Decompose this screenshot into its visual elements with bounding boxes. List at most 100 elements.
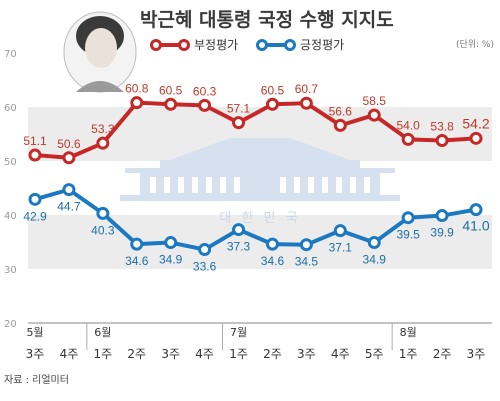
month-label: 8월 <box>400 326 417 339</box>
avatar <box>63 11 137 93</box>
x-tick-label: 3주 <box>26 347 45 361</box>
source-note: 자료 : 리얼미터 <box>4 374 69 386</box>
data-label-positive: 34.9 <box>363 253 387 267</box>
y-tick-label: 30 <box>4 265 17 276</box>
data-labels: 51.1 50.6 53.3 60.8 60.5 60.3 57.1 60.5 60.7 56.6… <box>23 82 490 274</box>
watermark-text: 대 한 민 국 <box>219 211 300 226</box>
data-point-negative <box>333 118 347 132</box>
y-tick-label: 50 <box>4 157 17 168</box>
data-point-negative <box>28 148 42 162</box>
y-tick-label: 20 <box>4 319 17 330</box>
data-point-positive <box>435 209 449 223</box>
legend: 부정평가 긍정평가 <box>150 38 344 52</box>
data-point-negative <box>96 136 110 150</box>
data-label-negative: 57.1 <box>227 102 251 116</box>
data-label-negative: 60.3 <box>193 84 217 98</box>
unit-note: (단위: %) <box>456 39 494 50</box>
data-point-positive <box>333 224 347 238</box>
data-label-negative: 54.0 <box>396 118 420 132</box>
x-tick-label: 2주 <box>433 347 452 361</box>
x-tick-label: 1주 <box>399 347 418 361</box>
series-negative <box>28 96 483 165</box>
x-tick-label: 4주 <box>195 347 214 361</box>
data-label-negative: 58.5 <box>363 94 387 108</box>
background-bands <box>28 107 492 269</box>
data-point-positive <box>96 206 110 220</box>
data-point-negative <box>62 151 76 165</box>
series-line-negative <box>34 100 477 160</box>
data-point-negative <box>198 98 212 112</box>
data-label-positive: 34.6 <box>261 254 285 268</box>
data-point-positive <box>299 238 313 252</box>
data-label-negative: 53.3 <box>91 122 115 136</box>
data-point-positive <box>367 236 381 250</box>
data-label-positive: 42.9 <box>23 209 47 223</box>
data-point-negative <box>401 132 415 146</box>
x-axis: 3주 4주 1주 2주 3주 4주 1주 2주 3주 4주 5주 1주 2주 3주 5월 6월 7월 8월 <box>26 323 486 361</box>
data-label-negative: 53.8 <box>430 119 454 133</box>
data-label-negative: 60.5 <box>261 83 285 97</box>
y-tick-label: 60 <box>4 103 17 114</box>
data-label-positive: 34.9 <box>159 253 183 267</box>
data-point-positive <box>232 223 246 237</box>
legend-label-positive: 긍정평가 <box>300 38 344 52</box>
data-point-negative <box>435 133 449 147</box>
data-point-positive <box>401 211 415 225</box>
data-point-positive <box>265 237 279 251</box>
data-label-positive: 34.5 <box>295 255 319 269</box>
x-tick-label: 3주 <box>161 347 180 361</box>
x-tick-label: 5주 <box>365 347 384 361</box>
data-label-positive: 33.6 <box>193 260 217 274</box>
data-label-negative: 60.8 <box>125 82 149 96</box>
data-point-negative <box>367 108 381 122</box>
data-label-positive: 34.6 <box>125 254 149 268</box>
data-label-negative: 51.1 <box>23 134 47 148</box>
watermark-building: 대 한 민 국 <box>120 138 400 226</box>
data-label-positive: 41.0 <box>462 218 489 234</box>
data-point-positive <box>198 243 212 257</box>
y-axis: 20 30 40 50 60 70 <box>4 49 17 330</box>
x-tick-label: 4주 <box>331 347 350 361</box>
legend-marker-positive <box>256 39 268 51</box>
data-label-negative: 54.2 <box>462 115 489 131</box>
data-label-negative: 56.6 <box>329 104 353 118</box>
data-label-positive: 37.3 <box>227 240 251 254</box>
series-positive <box>28 183 483 257</box>
data-label-positive: 40.3 <box>91 223 115 237</box>
data-label-negative: 50.6 <box>57 137 81 151</box>
data-label-positive: 39.9 <box>430 226 454 240</box>
data-point-positive <box>62 183 76 197</box>
chart-title: 박근혜 대통령 국정 수행 지지도 <box>140 9 394 31</box>
data-point-negative <box>232 116 246 130</box>
y-tick-label: 40 <box>4 211 17 222</box>
data-label-negative: 60.5 <box>159 83 183 97</box>
data-label-negative: 60.7 <box>295 82 319 96</box>
band-30 <box>28 215 492 269</box>
month-label: 5월 <box>26 326 43 339</box>
x-tick-label: 4주 <box>60 347 79 361</box>
x-tick-label: 3주 <box>297 347 316 361</box>
data-point-negative <box>469 131 483 145</box>
legend-marker-negative <box>150 39 162 51</box>
data-label-positive: 39.5 <box>396 228 420 242</box>
data-point-positive <box>28 192 42 206</box>
x-tick-label: 2주 <box>263 347 282 361</box>
series-line-positive <box>34 187 477 252</box>
data-point-negative <box>130 96 144 110</box>
month-label: 6월 <box>94 326 111 339</box>
data-label-positive: 44.7 <box>57 200 81 214</box>
data-label-positive: 37.1 <box>329 241 353 255</box>
data-point-positive <box>130 237 144 251</box>
x-tick-label: 1주 <box>94 347 113 361</box>
x-tick-label: 2주 <box>127 347 146 361</box>
x-tick-label: 1주 <box>229 347 248 361</box>
data-point-negative <box>299 96 313 110</box>
legend-label-negative: 부정평가 <box>194 38 238 52</box>
x-tick-label: 3주 <box>467 347 486 361</box>
month-label: 7월 <box>230 326 247 339</box>
data-point-positive <box>164 236 178 250</box>
data-point-positive <box>469 203 483 217</box>
data-point-negative <box>265 97 279 111</box>
